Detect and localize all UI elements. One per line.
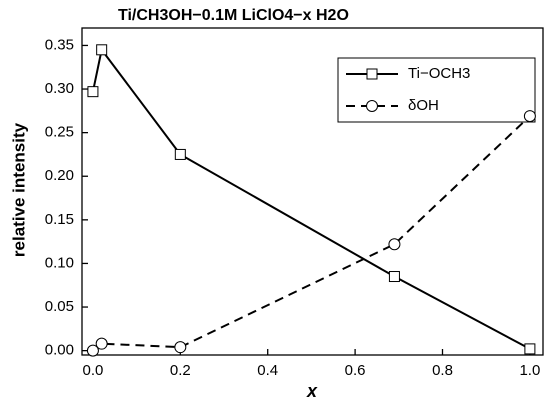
x-tick-label: 0.4 (257, 362, 278, 379)
x-tick-label: 0.8 (432, 362, 453, 379)
y-tick-label: 0.00 (45, 342, 74, 359)
x-tick-label: 0.0 (82, 362, 103, 379)
y-tick-label: 0.20 (45, 167, 74, 184)
plot-frame (81, 27, 544, 356)
x-tick-label: 0.2 (170, 362, 191, 379)
legend-label: δOH (408, 97, 439, 114)
y-tick-label: 0.30 (45, 80, 74, 97)
y-tick-label: 0.05 (45, 298, 74, 315)
marker (174, 148, 186, 160)
legend-box (337, 57, 536, 123)
marker (174, 341, 187, 354)
legend-label: Ti−OCH3 (408, 65, 470, 82)
marker (86, 344, 99, 357)
marker (95, 337, 108, 350)
marker (524, 343, 536, 355)
marker (87, 86, 99, 98)
x-axis-label: x (306, 381, 318, 401)
marker (366, 68, 378, 80)
y-tick-label: 0.35 (45, 36, 74, 53)
y-axis-label: relative intensity (9, 122, 28, 257)
chart-title: Ti/CH3OH−0.1M LiClO4−x H2O (118, 7, 349, 24)
marker (96, 44, 108, 56)
marker (388, 271, 400, 283)
marker (523, 110, 536, 123)
x-tick-label: 1.0 (519, 362, 540, 379)
series-line (91, 47, 531, 350)
marker (366, 100, 378, 112)
y-tick-label: 0.25 (45, 124, 74, 141)
marker (388, 238, 401, 251)
y-tick-label: 0.10 (45, 254, 74, 271)
y-tick-label: 0.15 (45, 211, 74, 228)
x-tick-label: 0.6 (345, 362, 366, 379)
series-line (92, 115, 531, 352)
